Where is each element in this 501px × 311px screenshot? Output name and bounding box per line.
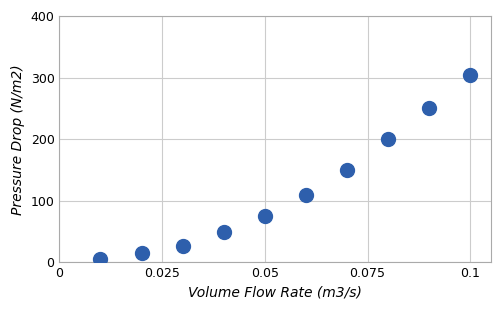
Y-axis label: Pressure Drop (N/m2): Pressure Drop (N/m2) xyxy=(11,64,25,215)
Point xyxy=(465,72,473,77)
X-axis label: Volume Flow Rate (m3/s): Volume Flow Rate (m3/s) xyxy=(188,286,361,300)
Point xyxy=(261,214,269,219)
Point xyxy=(219,229,227,234)
Point xyxy=(137,251,145,256)
Point xyxy=(342,168,350,173)
Point xyxy=(96,257,104,262)
Point xyxy=(178,243,186,248)
Point xyxy=(424,106,432,111)
Point xyxy=(301,192,309,197)
Point xyxy=(383,137,391,142)
